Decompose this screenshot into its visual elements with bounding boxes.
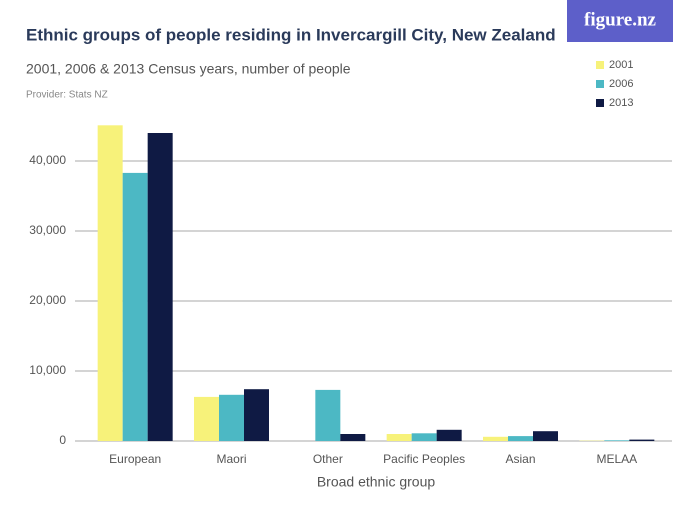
y-tick-label: 20,000 bbox=[29, 293, 66, 307]
bar bbox=[629, 439, 655, 441]
x-tick-label: Asian bbox=[505, 452, 535, 466]
y-tick-label: 30,000 bbox=[29, 223, 66, 237]
bar bbox=[147, 133, 173, 441]
legend-swatch bbox=[596, 80, 604, 88]
bar bbox=[411, 433, 437, 441]
x-tick-label: Maori bbox=[216, 452, 246, 466]
bar bbox=[122, 172, 148, 441]
bar bbox=[533, 431, 558, 441]
legend-swatch bbox=[596, 99, 604, 107]
bar bbox=[219, 394, 244, 441]
y-tick-label: 0 bbox=[59, 433, 66, 447]
bar bbox=[386, 434, 412, 441]
bar bbox=[194, 396, 219, 441]
bar bbox=[340, 434, 366, 441]
legend-swatch bbox=[596, 61, 604, 69]
provider: Provider: Stats NZ bbox=[26, 90, 108, 101]
legend-label: 2001 bbox=[609, 59, 633, 71]
chart-subtitle: 2001, 2006 & 2013 Census years, number o… bbox=[26, 61, 351, 77]
x-tick-label: MELAA bbox=[596, 452, 637, 466]
bar bbox=[436, 429, 462, 441]
bar bbox=[483, 436, 508, 441]
bar bbox=[315, 389, 341, 441]
bar bbox=[508, 436, 533, 441]
x-tick-label: Other bbox=[313, 452, 343, 466]
chart-title: Ethnic groups of people residing in Inve… bbox=[26, 25, 556, 44]
bar bbox=[604, 440, 630, 441]
brand-logo[interactable]: figure.nz bbox=[584, 9, 657, 30]
bar bbox=[244, 389, 269, 441]
brand-box bbox=[567, 0, 673, 42]
legend-label: 2013 bbox=[609, 97, 633, 109]
y-tick-label: 10,000 bbox=[29, 363, 66, 377]
bar bbox=[97, 125, 123, 442]
x-axis-label: Broad ethnic group bbox=[317, 474, 436, 490]
y-tick-label: 40,000 bbox=[29, 153, 66, 167]
legend-label: 2006 bbox=[609, 78, 633, 90]
x-tick-label: Pacific Peoples bbox=[383, 452, 465, 466]
x-tick-label: European bbox=[109, 452, 161, 466]
